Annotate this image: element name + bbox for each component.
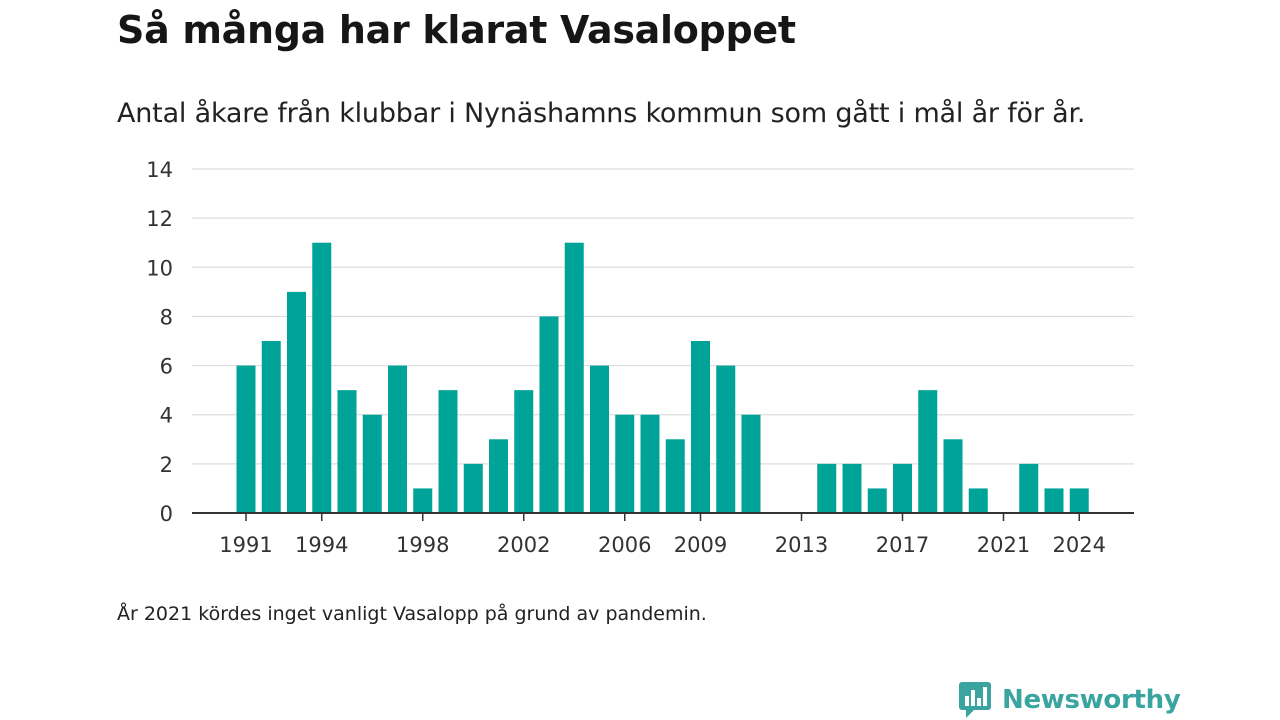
bar-2001 (489, 439, 508, 513)
brand-name: Newsworthy (1002, 685, 1181, 715)
bar-2008 (665, 439, 685, 513)
bar-2024 (1069, 488, 1089, 513)
bar-2015 (842, 463, 862, 513)
x-tick-label: 2013 (775, 533, 828, 557)
bar-1991 (236, 365, 256, 513)
x-tick-label: 1994 (295, 533, 348, 557)
bar-1998 (413, 488, 433, 513)
bar-2011 (741, 414, 761, 513)
bar-1999 (438, 390, 458, 513)
bar-1996 (362, 414, 382, 513)
bar-1993 (287, 291, 306, 513)
x-tick-label: 2021 (977, 533, 1030, 557)
bar-2010 (716, 365, 736, 513)
bar-2014 (817, 463, 837, 513)
bar-2000 (463, 463, 483, 513)
y-tick-label: 10 (146, 256, 173, 280)
bar-2018 (918, 390, 938, 513)
bar-2023 (1044, 488, 1064, 513)
x-tick-label: 1998 (396, 533, 449, 557)
y-tick-label: 8 (160, 305, 173, 329)
newsworthy-brand: Newsworthy (958, 680, 1181, 720)
bar-2022 (1019, 463, 1039, 513)
x-tick-label: 2024 (1053, 533, 1106, 557)
y-tick-label: 4 (160, 404, 173, 428)
bar-2003 (539, 316, 559, 513)
x-tick-label: 2017 (876, 533, 929, 557)
bar-1995 (337, 390, 357, 513)
chart-title: Så många har klarat Vasaloppet (117, 8, 796, 52)
x-tick-label: 2009 (674, 533, 727, 557)
bar-2005 (590, 365, 609, 513)
x-tick-label: 2006 (598, 533, 651, 557)
bar-2002 (514, 390, 534, 513)
y-tick-label: 12 (146, 207, 173, 231)
bar-2009 (691, 341, 710, 513)
bar-2019 (943, 439, 963, 513)
y-tick-label: 6 (160, 355, 173, 379)
bar-1994 (312, 242, 332, 513)
newsworthy-logo-icon (959, 682, 991, 718)
bar-2007 (640, 414, 660, 513)
bar-chart: 0 2 4 6 8 10 12 14 1991 1994 1998 2002 2006 2009 2013 2… (146, 158, 1134, 557)
bar-2006 (615, 414, 635, 513)
bar-2004 (564, 242, 584, 513)
bar-2020 (968, 488, 988, 513)
y-tick-label: 14 (146, 158, 173, 182)
bar-1992 (261, 341, 281, 513)
bar-1997 (388, 365, 407, 513)
y-tick-label: 2 (160, 453, 173, 477)
x-tick-label: 1991 (219, 533, 272, 557)
chart-subtitle: Antal åkare från klubbar i Nynäshamns ko… (117, 98, 1086, 129)
bar-2016 (867, 488, 887, 513)
x-tick-label: 2002 (497, 533, 550, 557)
y-tick-label: 0 (160, 502, 173, 526)
footnote: År 2021 kördes inget vanligt Vasalopp på… (117, 603, 707, 625)
bar-2017 (893, 463, 912, 513)
